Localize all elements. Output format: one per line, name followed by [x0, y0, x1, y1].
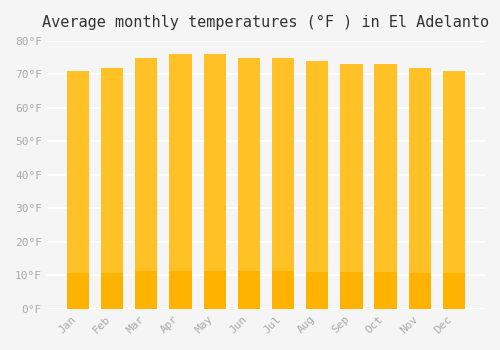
Bar — [238, 58, 260, 309]
Bar — [408, 68, 431, 309]
Bar — [340, 272, 362, 309]
Bar — [374, 272, 396, 309]
Bar — [101, 68, 123, 309]
Title: Average monthly temperatures (°F ) in El Adelanto: Average monthly temperatures (°F ) in El… — [42, 15, 490, 30]
Bar — [135, 271, 158, 309]
Bar — [272, 271, 294, 309]
Bar — [67, 273, 89, 309]
Bar — [272, 58, 294, 309]
Bar — [170, 271, 192, 309]
Bar — [170, 54, 192, 309]
Bar — [340, 64, 362, 309]
Bar — [306, 61, 328, 309]
Bar — [408, 273, 431, 309]
Bar — [374, 64, 396, 309]
Bar — [443, 71, 465, 309]
Bar — [204, 271, 226, 309]
Bar — [238, 271, 260, 309]
Bar — [306, 272, 328, 309]
Bar — [204, 54, 226, 309]
Bar — [101, 273, 123, 309]
Bar — [443, 273, 465, 309]
Bar — [135, 58, 158, 309]
Bar — [67, 71, 89, 309]
